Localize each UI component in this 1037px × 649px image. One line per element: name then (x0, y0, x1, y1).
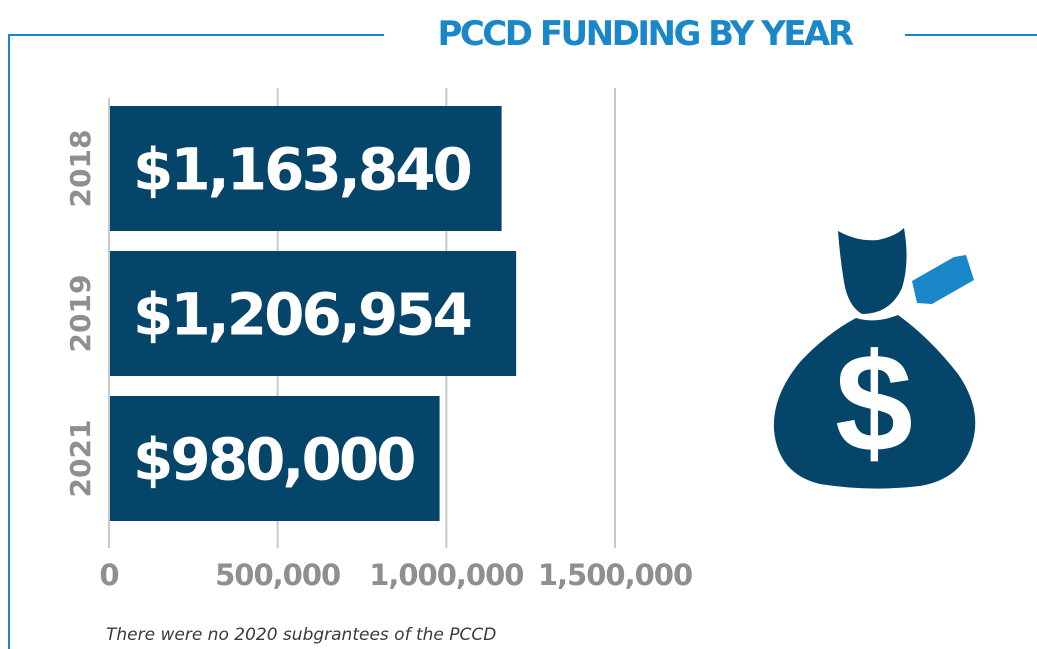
chart-footnote: There were no 2020 subgrantees of the PC… (106, 625, 497, 645)
dollar-sign-icon: $ (835, 324, 913, 481)
bar-value-label: $980,000 (133, 426, 414, 494)
money-bag-body (773, 315, 976, 489)
price-tag-icon (912, 255, 974, 304)
frame-top-right-line (905, 34, 1037, 36)
x-tick-label: 1,000,000 (369, 558, 523, 592)
money-bag-icon: $ (773, 228, 976, 489)
bar-2018 (109, 106, 502, 231)
x-tick-label: 1,500,000 (538, 558, 692, 592)
frame-top-left-line (8, 34, 384, 36)
x-tick-label: 500,000 (215, 558, 340, 592)
bar-2021 (109, 396, 440, 521)
x-tick-label: 0 (99, 558, 118, 592)
bar-value-label: $1,163,840 (133, 136, 471, 204)
bar-value-label: $1,206,954 (133, 281, 471, 349)
frame-left-line (8, 34, 10, 649)
bar-2019 (109, 251, 517, 376)
money-bag-neck (838, 228, 907, 314)
category-label: 2021 (64, 420, 97, 498)
category-label: 2018 (64, 130, 97, 208)
category-label: 2019 (64, 275, 97, 353)
chart-title: PCCD FUNDING BY YEAR (437, 14, 854, 54)
